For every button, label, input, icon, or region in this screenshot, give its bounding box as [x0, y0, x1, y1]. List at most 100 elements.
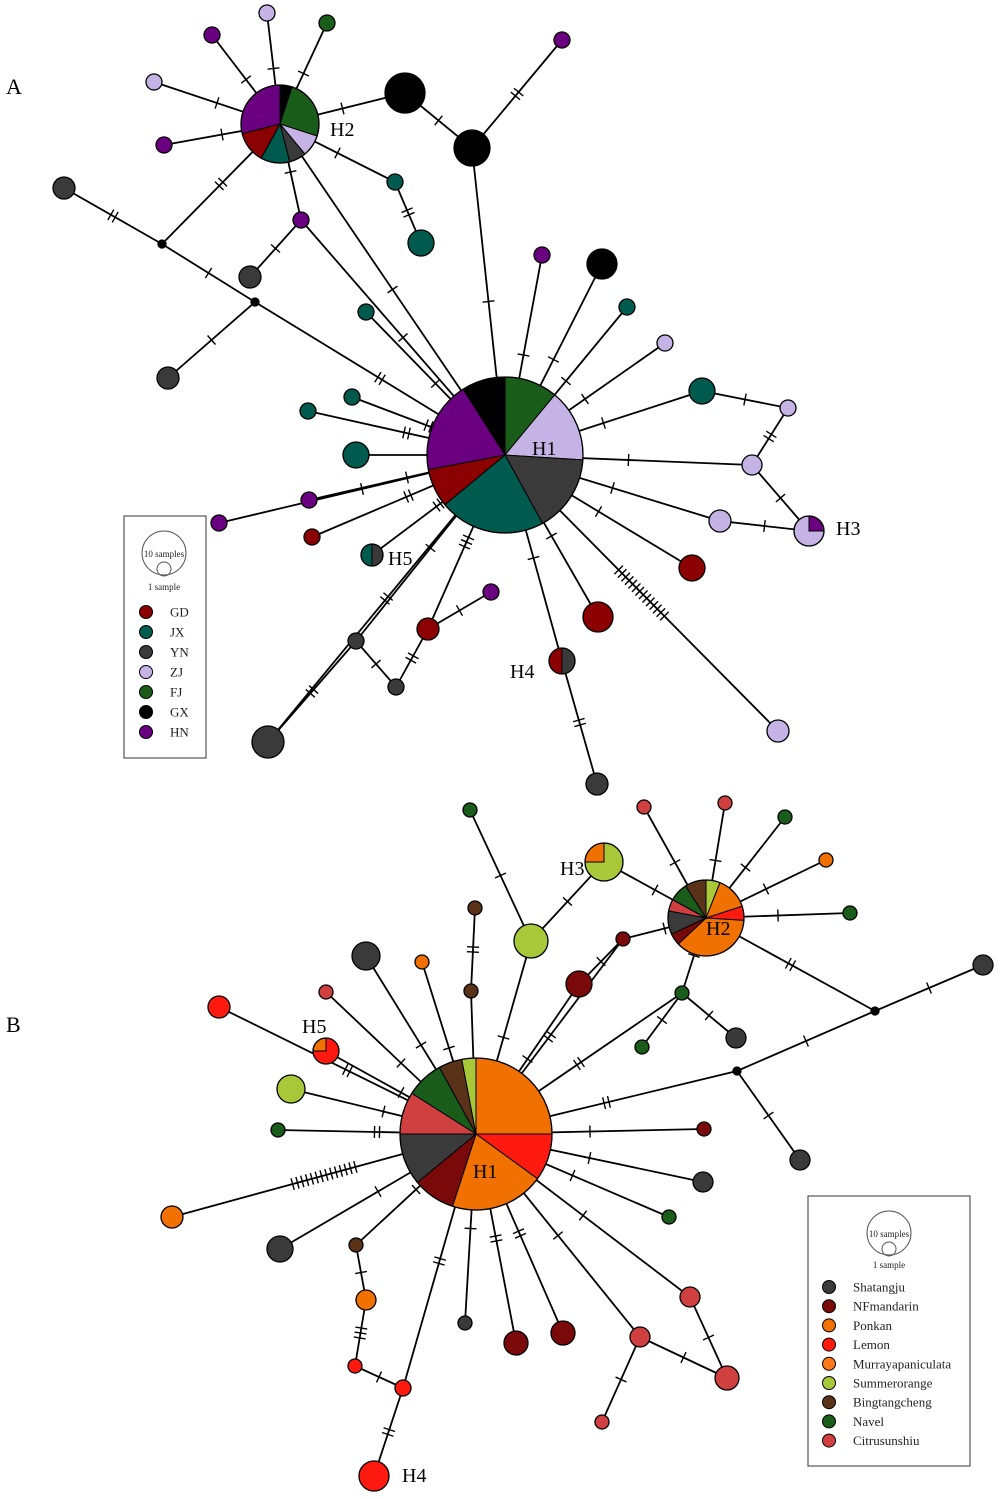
legend-b-item-swatch-5 — [822, 1376, 836, 1390]
panel-a-node-22 — [387, 678, 405, 696]
panel-a-edge-1-tick — [458, 543, 471, 550]
panel-b-node-2 — [348, 1237, 364, 1253]
panel-b-edge-39-tick — [656, 1015, 668, 1025]
panel-a-edge-43-tick — [214, 181, 225, 191]
panel-a-node-29 — [407, 229, 435, 257]
panel-a-edge-39-tick — [334, 147, 341, 159]
panel-a-edge-24-tick — [627, 579, 638, 589]
panel-a-edge-36 — [471, 39, 563, 149]
panel-a-edge-26-tick — [455, 604, 464, 617]
panel-a-node-39 — [250, 297, 260, 307]
panel-a-edge-38-tick — [403, 211, 415, 218]
legend-a-item-label-6: HN — [170, 725, 189, 740]
panel-b-h2-label: H2 — [706, 918, 730, 940]
panel-a-node-24 — [779, 399, 797, 417]
panel-b-edge-46-tick — [709, 858, 722, 863]
panel-b-edge-44-tick — [784, 957, 792, 969]
legend-b: 10 samples 1 sample Shatangju NFmandarin P… — [807, 1195, 971, 1467]
panel-a-edge-8-tick — [406, 427, 411, 440]
panel-b-edge-21-tick — [489, 1234, 502, 1238]
panel-b-edge-0-tick — [290, 1178, 295, 1191]
panel-b-node-25 — [679, 1286, 701, 1308]
panel-a-node-23 — [585, 772, 609, 796]
legend-a-item-swatch-5 — [139, 705, 153, 719]
legend-a-item-label-4: FJ — [170, 685, 182, 700]
panel-a-edge-7-tick — [428, 421, 434, 433]
panel-a-node-18 — [582, 601, 614, 633]
panel-a-edge-45-tick — [207, 335, 216, 345]
panel-a-edge-41-tick — [284, 170, 297, 174]
panel-a-edge-2-tick — [436, 498, 445, 509]
panel-a-node-6 — [343, 388, 361, 406]
panel-b-edge-0-tick — [300, 1175, 305, 1188]
panel-a-edge-25-tick — [425, 543, 436, 553]
panel-b-edge-26-tick — [353, 1336, 366, 1340]
panel-a-node-3 — [210, 514, 228, 532]
legend-a-item-label-2: YN — [170, 645, 189, 660]
panel-a-edge-2-tick — [432, 501, 441, 512]
panel-b-node-37 — [818, 852, 834, 868]
panel-a-edge-15-tick — [547, 356, 560, 363]
panel-b-node-29 — [550, 1320, 576, 1346]
panel-a-node-13 — [656, 334, 674, 352]
panel-b-h1-label: H1 — [473, 1161, 497, 1183]
legend-b-item-swatch-2 — [822, 1318, 836, 1333]
legend-b-item-label-5: Summerorange — [853, 1376, 933, 1391]
legend-b-items: Shatangju NFmandarin Ponkan Lemon Murrayapan… — [822, 1280, 951, 1448]
panel-a-edge-16-tick — [560, 376, 572, 386]
panel-a-edge-20-tick — [610, 482, 615, 494]
legend-a-item-swatch-6 — [139, 725, 153, 739]
panel-a-edge-5-tick — [404, 471, 410, 484]
legend-a-item-label-3: ZJ — [170, 665, 183, 680]
panel-a-edge-12-tick — [378, 374, 386, 386]
panel-a-node-17 — [678, 554, 706, 582]
panel-b-h2-node-outline — [667, 879, 745, 957]
panel-b-node-1 — [266, 1235, 294, 1263]
panel-a-edge-24-tick — [613, 565, 624, 575]
panel-a-edge-43-tick — [217, 177, 228, 187]
panel-a-edge-0-tick — [383, 592, 394, 601]
panel-b-node-7 — [270, 1122, 286, 1138]
panel-b-edge-31-tick — [702, 1334, 715, 1341]
panel-b-node-0 — [160, 1205, 184, 1229]
panel-a-edge-24-tick — [617, 568, 627, 579]
legend-b-item-swatch-3 — [822, 1337, 836, 1352]
panel-a-h5-node-outline — [360, 543, 384, 567]
panel-b-edge-0-tick — [324, 1168, 329, 1181]
panel-b-edge-44-tick — [789, 960, 797, 972]
panel-b-edge-19-tick — [552, 1231, 564, 1240]
panel-b-node-38 — [842, 905, 858, 921]
legend-b-item-swatch-6 — [822, 1395, 836, 1410]
panel-a-node-30 — [238, 265, 262, 289]
panel-a-node-19 — [766, 719, 790, 743]
legend-b-item-swatch-0 — [822, 1280, 836, 1294]
panel-b-edge-0-tick — [319, 1170, 324, 1183]
panel-b-edge-33-tick — [494, 872, 507, 879]
panel-a-edge-23-tick — [527, 555, 540, 561]
panel-a-node-35 — [318, 14, 336, 32]
panel-a-edge-7-tick — [423, 419, 429, 431]
panel-a-node-5 — [342, 441, 370, 469]
panel-a-edge-24-tick — [634, 586, 645, 596]
panel-b-edge-0-tick — [348, 1162, 353, 1175]
legend-a-frame — [123, 515, 207, 759]
panel-a-edge-24-tick — [638, 590, 649, 600]
panel-a-h3-node-outline — [793, 515, 825, 547]
panel-b-node-11 — [351, 941, 381, 971]
panel-a-edge-32-tick — [763, 434, 775, 443]
panel-a-node-0 — [251, 725, 285, 759]
panel-b-h1-node-outline — [399, 1057, 553, 1211]
panel-a-node-28 — [386, 173, 404, 191]
panel-b-h3-node-outline — [584, 842, 624, 882]
panel-b-edge-20-tick — [512, 1228, 525, 1235]
legend-a-item-swatch-3 — [139, 665, 153, 679]
panel-a-edge-24-tick — [645, 597, 656, 607]
panel-a-edge-28-tick — [371, 659, 381, 669]
panel-b-edge-0-tick — [353, 1160, 358, 1173]
panel-a-edge-49-tick — [214, 97, 220, 109]
panel-a-node-36 — [145, 73, 163, 91]
panel-a-edge-3-tick — [403, 491, 410, 503]
legend-b-size-large-circle — [866, 1210, 912, 1256]
panel-a-edge-24-tick — [656, 607, 666, 618]
